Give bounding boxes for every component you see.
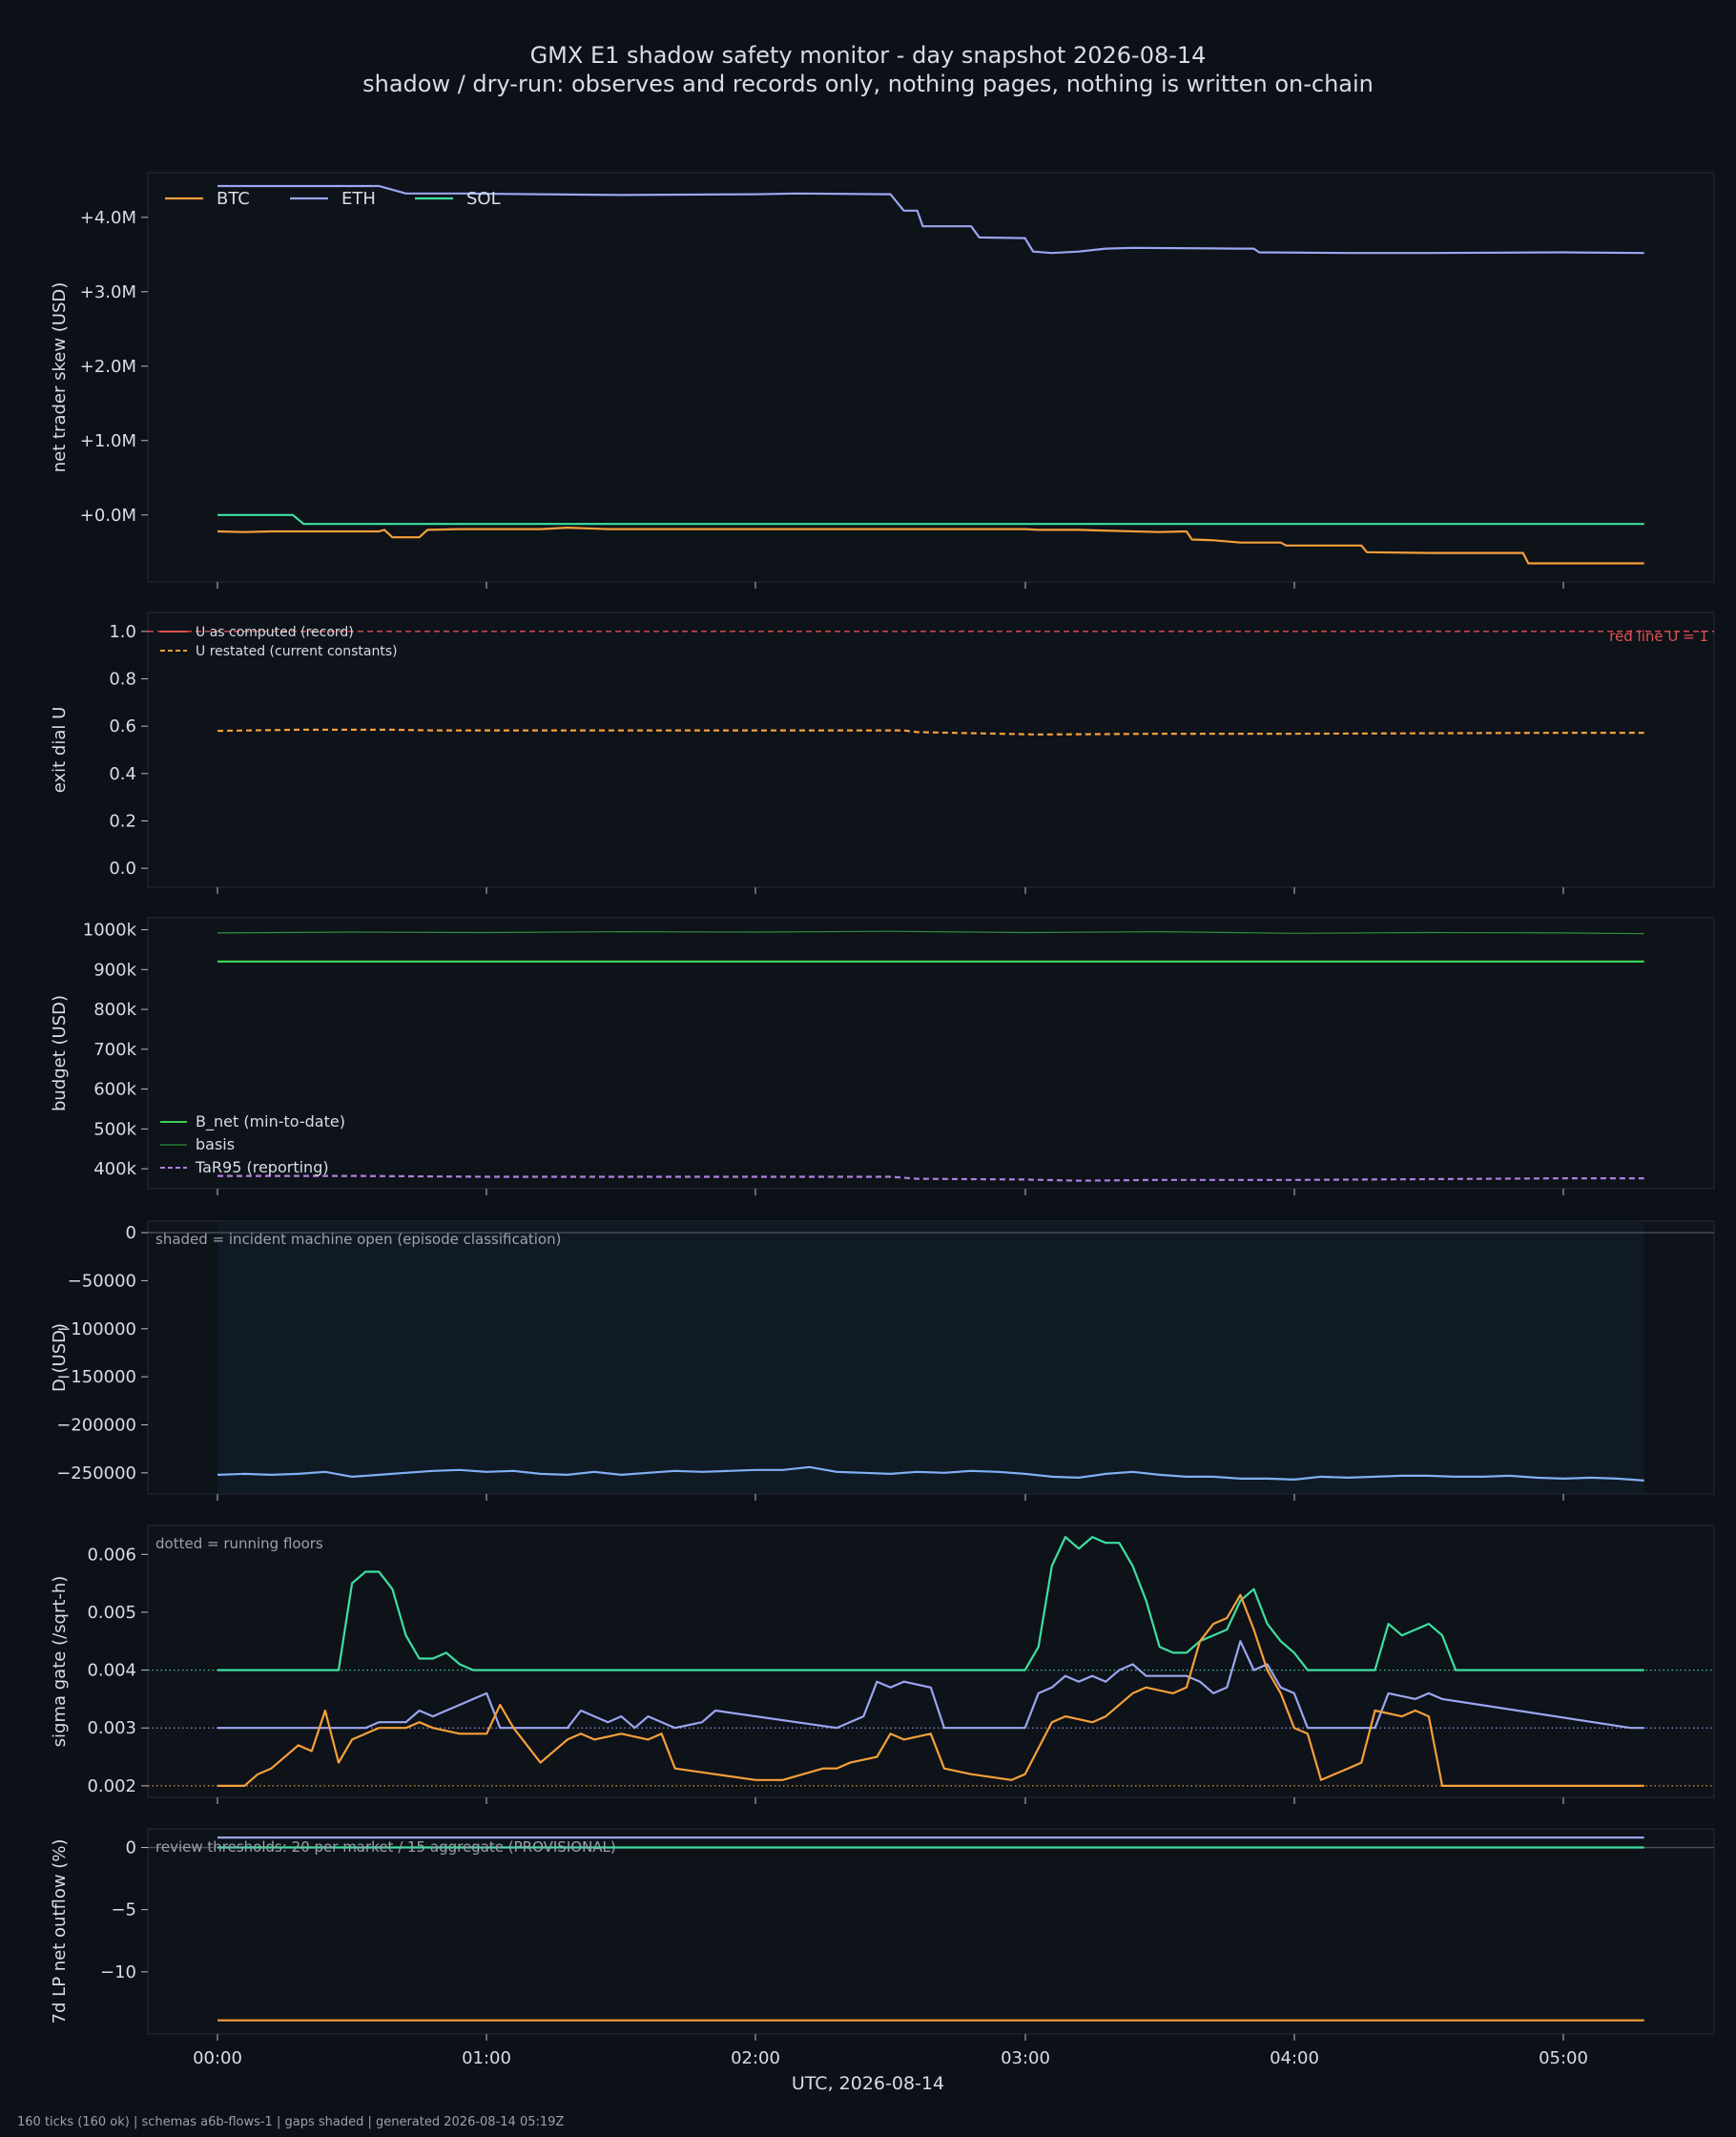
skew-plot-area <box>147 172 1715 583</box>
skew-series-btc <box>217 526 1644 565</box>
budget-y-tick-label: 700k <box>93 1040 136 1060</box>
udial-legend-label: U restated (current constants) <box>196 644 398 659</box>
lp-y-tick-label: −5 <box>111 1900 136 1920</box>
sigma-y-tick-label: 0.006 <box>87 1545 136 1565</box>
udial-y-tick-label: 0.8 <box>109 670 136 690</box>
dusd-annotation: shaded = incident machine open (episode … <box>155 1231 561 1248</box>
panel-budget: 400k 500k 600k 700k 800k 900k 1000k budget (USD… <box>50 917 1715 1195</box>
dusd-y-tick-label: −150000 <box>56 1367 136 1387</box>
sigma-series-btc <box>217 1593 1644 1788</box>
skew-legend-label: ETH <box>341 189 376 209</box>
x-tick-label: 04:00 <box>1270 2048 1319 2068</box>
budget-legend-label: TaR95 (reporting) <box>195 1158 329 1176</box>
udial-y-tick-label: 0.2 <box>109 811 136 831</box>
skew-y-tick-label: +3.0M <box>80 282 136 302</box>
figure-title: GMX E1 shadow safety monitor - day snaps… <box>530 42 1207 69</box>
udial-legend-label: U as computed (record) <box>196 625 354 640</box>
dusd-y-tick-label: −50000 <box>68 1271 136 1291</box>
dusd-y-tick-label: −200000 <box>56 1415 136 1435</box>
udial-legend: U as computed (record) U restated (curren… <box>160 625 398 659</box>
x-tick-label: 00:00 <box>193 2048 242 2068</box>
skew-legend: BTC ETH SOL <box>165 189 501 209</box>
udial-annotation: red line U = 1 <box>1609 628 1708 645</box>
skew-legend-label: BTC <box>217 189 250 209</box>
panel-udial: 0.0 0.2 0.4 0.6 0.8 1.0 exit dial U red line U … <box>50 612 1715 894</box>
udial-y-tick-label: 0.0 <box>109 859 136 879</box>
dusd-y-axis-label: D (USD) <box>50 1323 70 1392</box>
skew-y-tick-label: +0.0M <box>80 506 136 526</box>
figure-subtitle: shadow / dry-run: observes and records o… <box>362 71 1374 97</box>
budget-y-tick-label: 400k <box>93 1159 136 1179</box>
budget-plot-area <box>147 917 1715 1190</box>
panel-lp: 0 −5 −10 00:00 01:00 02:00 03:00 04:00 05:00 7d L… <box>50 1828 1715 2068</box>
panel-dusd: 0 −50000 −100000 −150000 −200000 −250000 D (US… <box>50 1220 1715 1501</box>
footer-status: 160 ticks (160 ok) | schemas a6b-flows-1… <box>17 2115 564 2129</box>
x-tick-label: 03:00 <box>1001 2048 1050 2068</box>
dusd-y-tick-label: −100000 <box>56 1319 136 1339</box>
budget-series-tar95-reporting <box>217 1174 1644 1182</box>
dusd-y-tick-label: 0 <box>126 1223 136 1243</box>
budget-legend: B_net (min-to-date) basis TaR95 (reporting… <box>160 1112 345 1176</box>
udial-y-tick-label: 0.6 <box>109 716 136 737</box>
sigma-series-eth <box>217 1640 1644 1730</box>
lp-plot-area <box>147 1828 1715 2035</box>
sigma-y-tick-label: 0.002 <box>87 1776 136 1796</box>
udial-y-tick-label: 0.4 <box>109 764 136 784</box>
lp-y-tick-label: 0 <box>126 1838 136 1858</box>
lp-y-axis-label: 7d LP net outflow (%) <box>50 1839 70 2024</box>
skew-legend-label: SOL <box>466 189 501 209</box>
skew-series-eth <box>217 184 1644 255</box>
budget-y-tick-label: 800k <box>93 1000 136 1020</box>
skew-y-tick-label: +1.0M <box>80 431 136 451</box>
budget-y-tick-label: 1000k <box>83 921 137 941</box>
panel-skew: +0.0M +1.0M +2.0M +3.0M +4.0M net trader skew… <box>50 172 1715 589</box>
sigma-y-axis-label: sigma gate (/sqrt-h) <box>50 1576 70 1748</box>
x-axis-label: UTC, 2026-08-14 <box>792 2073 944 2094</box>
sigma-y-tick-label: 0.005 <box>87 1603 136 1623</box>
x-tick-label: 02:00 <box>731 2048 780 2068</box>
dusd-series-d <box>217 1465 1644 1482</box>
x-tick-label: 01:00 <box>462 2048 511 2068</box>
panel-sigma: 0.002 0.003 0.004 0.005 0.006 sigma gate (/sq… <box>50 1525 1715 1804</box>
budget-y-tick-label: 600k <box>93 1080 136 1100</box>
sigma-y-tick-label: 0.004 <box>87 1661 136 1681</box>
sigma-annotation: dotted = running floors <box>155 1535 323 1552</box>
budget-y-tick-label: 900k <box>93 960 136 980</box>
udial-y-tick-label: 1.0 <box>109 622 136 642</box>
dusd-shaded-region <box>217 1222 1644 1493</box>
budget-legend-label: basis <box>196 1135 235 1153</box>
dusd-y-tick-label: −250000 <box>56 1463 136 1483</box>
skew-y-tick-label: +2.0M <box>80 357 136 377</box>
udial-plot-area <box>147 612 1715 888</box>
skew-series-sol <box>217 513 1644 526</box>
panels: +0.0M +1.0M +2.0M +3.0M +4.0M net trader skew… <box>50 172 1715 2068</box>
budget-y-axis-label: budget (USD) <box>50 995 70 1111</box>
budget-legend-label: B_net (min-to-date) <box>196 1112 345 1131</box>
budget-series-basis <box>217 930 1644 935</box>
budget-y-tick-label: 500k <box>93 1119 136 1139</box>
x-tick-label: 05:00 <box>1539 2048 1588 2068</box>
sigma-plot-area <box>147 1525 1715 1798</box>
skew-y-tick-label: +4.0M <box>80 208 136 228</box>
sigma-series-sol <box>217 1535 1644 1671</box>
udial-y-axis-label: exit dial U <box>50 707 70 794</box>
skew-y-axis-label: net trader skew (USD) <box>50 282 70 473</box>
lp-annotation: review thresholds: 20 per market / 15 ag… <box>155 1838 616 1856</box>
udial-series-u-restated-current-constants <box>217 728 1644 737</box>
lp-y-tick-label: −10 <box>100 1962 136 1982</box>
sigma-y-tick-label: 0.003 <box>87 1718 136 1738</box>
